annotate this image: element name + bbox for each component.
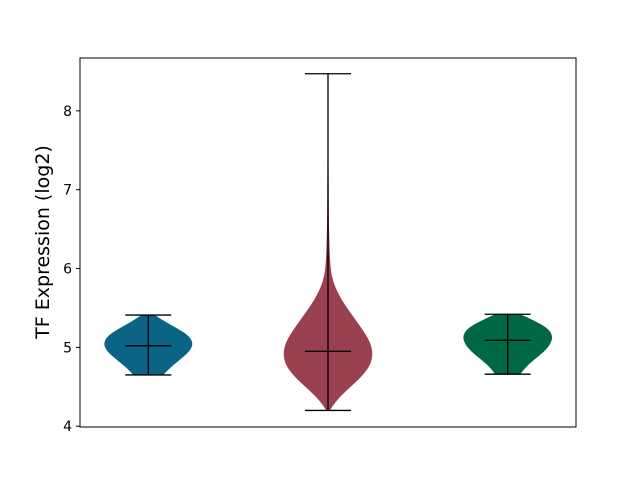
violin-1 bbox=[104, 314, 193, 376]
y-tick-label: 5 bbox=[63, 340, 72, 356]
y-axis-label: TF Expression (log2) bbox=[32, 145, 54, 340]
violin-3 bbox=[463, 313, 553, 375]
y-tick-label: 8 bbox=[63, 104, 72, 120]
y-tick-label: 7 bbox=[63, 183, 72, 199]
y-axis: 4 5 6 7 8 bbox=[63, 104, 80, 435]
violin-2 bbox=[283, 73, 373, 412]
plot-frame bbox=[79, 57, 577, 428]
violins bbox=[104, 73, 553, 412]
y-tick-label: 4 bbox=[63, 419, 72, 435]
y-tick-label: 6 bbox=[63, 262, 72, 278]
